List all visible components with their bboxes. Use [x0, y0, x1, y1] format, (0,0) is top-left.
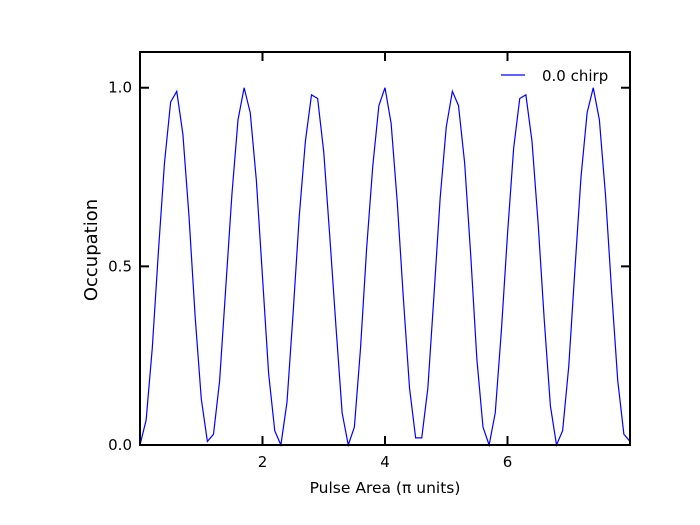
legend-label: 0.0 chirp	[542, 67, 608, 85]
ticks-layer	[140, 52, 630, 446]
series-line	[139, 87, 631, 448]
y-tick-label: 0.5	[108, 257, 132, 275]
x-tick-label: 6	[503, 453, 513, 471]
y-tick-label: 1.0	[108, 79, 132, 97]
plot-frame	[139, 51, 631, 446]
series-layer	[139, 87, 631, 448]
y-axis-label: Occupation	[81, 199, 102, 301]
plot-background	[140, 52, 630, 445]
legend: 0.0 chirp	[501, 67, 608, 85]
x-axis-label: Pulse Area (π units)	[310, 479, 461, 497]
y-tick-label: 0.0	[108, 436, 132, 454]
x-tick-label: 4	[380, 453, 390, 471]
tick-labels-layer: 2 4 6 0.0 0.5 1.0	[108, 79, 512, 471]
x-tick-label: 2	[258, 453, 268, 471]
